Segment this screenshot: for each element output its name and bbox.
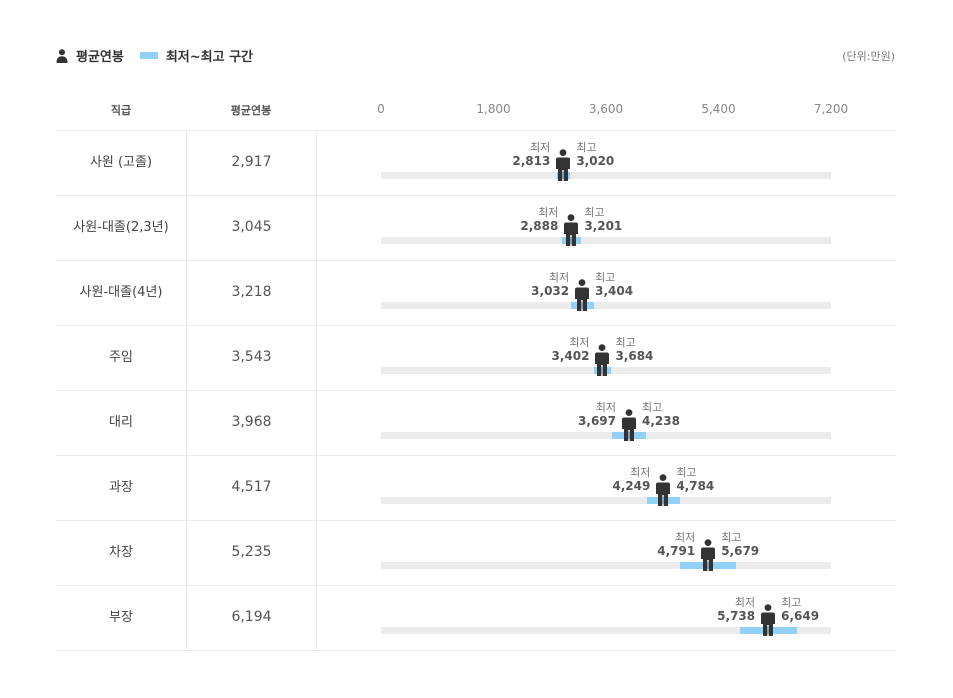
max-value: 4,784 [676,479,715,493]
unit-label: (단위:만원) [842,50,895,63]
range-track [381,237,831,244]
max-value: 5,679 [721,544,760,558]
table-row: 주임 3,543 최저 3,402 최고 3,684 [56,325,896,391]
rank-cell: 과장 [56,455,187,520]
max-value: 4,238 [642,414,680,428]
min-label: 최저 [595,401,616,414]
table-row: 과장 4,517 최저 4,249 최고 4,784 [56,455,896,521]
x-tick-label: 7,200 [813,102,849,116]
chart-legend: 평균연봉 최저~최고 구간 [56,46,253,65]
salary-range-bar [556,172,570,179]
person-icon [56,48,68,63]
max-label: 최고 [595,271,616,284]
avg-salary-marker-icon [595,344,610,376]
x-tick-label: 3,600 [588,102,624,116]
avg-salary-marker-icon [564,214,579,246]
avg-salary-cell: 3,543 [187,325,317,390]
min-value: 4,249 [612,479,651,493]
range-track [381,627,831,634]
min-label: 최저 [548,271,570,284]
min-label: 최저 [674,531,696,544]
table-row: 부장 6,194 최저 5,738 최고 6,649 [56,585,896,651]
avg-salary-marker-icon [556,149,571,181]
avg-salary-cell: 3,218 [187,260,317,325]
min-value: 4,791 [657,544,696,558]
legend-range-label: 최저~최고 구간 [165,50,254,65]
avg-salary-cell: 3,968 [187,390,317,455]
min-value: 3,032 [531,284,570,298]
max-label: 최고 [615,336,636,349]
max-label: 최고 [584,206,605,219]
avg-salary-cell: 4,517 [187,455,317,520]
avg-salary-cell: 6,194 [187,585,317,650]
rank-cell: 사원 (고졸) [56,130,187,195]
rank-cell: 사원-대졸(4년) [56,260,187,325]
header-avg: 평균연봉 [230,104,272,117]
max-label: 최고 [576,141,597,154]
table-row: 사원-대졸(2,3년) 3,045 최저 2,888 최고 3,201 [56,195,896,261]
range-track [381,562,831,569]
max-value: 3,684 [615,349,654,363]
min-value: 2,888 [520,219,559,233]
rank-cell: 사원-대졸(2,3년) [56,195,187,260]
max-label: 최고 [676,466,697,479]
min-label: 최저 [538,206,559,219]
max-value: 6,649 [781,609,820,623]
avg-salary-cell: 2,917 [187,130,317,195]
avg-salary-marker-icon [656,474,671,506]
min-value: 5,738 [717,609,756,623]
range-track [381,497,831,504]
legend-range-swatch [139,52,158,59]
salary-range-bar [739,627,797,634]
max-value: 3,404 [595,284,634,298]
table-row: 사원-대졸(4년) 3,218 최저 3,032 최고 3,404 [56,260,896,326]
range-track [381,302,831,309]
avg-salary-cell: 5,235 [187,520,317,585]
min-value: 3,697 [578,414,616,428]
table-header: 직급 평균연봉 0 1,800 3,600 5,400 7,200 [56,100,896,131]
rank-cell: 차장 [56,520,187,585]
min-label: 최저 [630,466,651,479]
min-value: 3,402 [551,349,590,363]
table-row: 사원 (고졸) 2,917 최저 2,813 최고 3,020 [56,130,896,196]
avg-salary-marker-icon [701,539,716,571]
avg-salary-marker-icon [575,279,590,311]
avg-salary-marker-icon [622,409,636,441]
min-label: 최저 [734,596,756,609]
max-value: 3,020 [576,154,615,168]
table-row: 차장 5,235 최저 4,791 최고 5,679 [56,520,896,586]
max-label: 최고 [721,531,742,544]
rank-cell: 주임 [56,325,187,390]
rank-cell: 대리 [56,390,187,455]
max-label: 최고 [781,596,802,609]
header-rank: 직급 [110,104,132,117]
max-value: 3,201 [584,219,623,233]
x-tick-label: 0 [377,102,385,116]
table-row: 대리 3,968 최저 3,697 최고 4,238 [56,390,896,456]
salary-range-bar [612,432,646,439]
salary-range-bar [593,367,612,374]
salary-range-bar [680,562,736,569]
min-label: 최저 [530,141,551,154]
avg-salary-cell: 3,045 [187,195,317,260]
min-label: 최저 [569,336,590,349]
x-tick-label: 5,400 [701,102,736,116]
rank-cell: 부장 [56,585,187,650]
min-value: 2,813 [512,154,551,168]
salary-range-bar [570,302,594,309]
salary-range-bar [646,497,680,504]
salary-range-bar [561,237,582,244]
x-tick-label: 1,800 [476,102,511,116]
max-label: 최고 [642,401,663,414]
avg-salary-marker-icon [761,604,776,636]
legend-avg-label: 평균연봉 [76,50,124,65]
range-track [381,432,831,439]
range-track [381,172,831,179]
